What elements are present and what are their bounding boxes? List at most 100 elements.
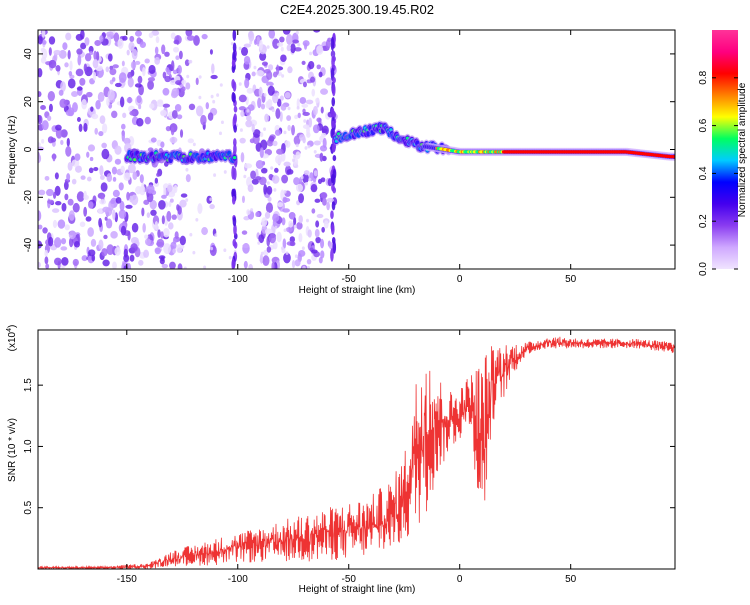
spectral-blob — [294, 114, 299, 120]
spectrogram-heatmap — [38, 30, 675, 269]
spectral-blob — [304, 146, 308, 150]
spectral-blob — [210, 74, 218, 80]
spectral-blob — [263, 127, 267, 131]
colorbar-tick-label: 0.4 — [698, 166, 709, 180]
spectral-blob — [301, 246, 305, 251]
spectral-blob — [298, 215, 303, 224]
spectral-blob — [223, 248, 227, 253]
spectral-blob — [309, 76, 316, 83]
x-tick-label: -150 — [117, 574, 137, 585]
spectral-blob — [65, 109, 74, 117]
spectral-blob — [209, 245, 217, 257]
spectral-blob — [277, 202, 284, 208]
spectral-blob — [312, 124, 320, 134]
spectral-blob — [88, 201, 94, 209]
spectral-blob — [181, 86, 186, 92]
spectral-blob — [177, 263, 183, 269]
spectral-blob — [319, 145, 328, 152]
spectral-blob — [291, 260, 296, 269]
spectral-blob — [111, 166, 118, 175]
spectral-blob — [274, 167, 279, 173]
spectral-blob — [44, 256, 49, 265]
spectral-blob — [318, 256, 323, 264]
y-tick-label: 20 — [23, 96, 34, 108]
spectral-blob — [114, 145, 122, 155]
spectral-blob — [66, 173, 71, 181]
spectral-blob — [127, 71, 133, 80]
spectral-blob — [321, 197, 327, 206]
spectral-blob — [213, 173, 217, 177]
x-tick-label: 0 — [457, 274, 463, 285]
spectral-blob — [286, 115, 292, 122]
spectral-blob — [76, 191, 85, 202]
spectral-blob — [313, 30, 321, 33]
spectral-blob — [99, 165, 104, 176]
spectral-blob — [330, 210, 334, 220]
spectral-blob — [302, 265, 306, 269]
spectral-blob — [146, 184, 155, 194]
spectral-blob — [64, 62, 69, 68]
spectral-blob — [99, 35, 104, 43]
spectral-blob — [282, 30, 291, 35]
spectral-blob — [168, 222, 174, 230]
spectral-blob — [276, 231, 282, 243]
spectral-blob — [129, 254, 135, 262]
spectral-blob — [53, 257, 62, 266]
spectral-blob — [72, 258, 79, 267]
spectral-blob — [102, 259, 110, 267]
y-tick-label: 1.5 — [23, 378, 34, 392]
spectral-blob — [331, 97, 336, 107]
spectral-blob — [233, 138, 237, 147]
spectral-blob — [65, 32, 72, 41]
spectral-blob — [239, 137, 246, 144]
spectral-blob — [67, 49, 71, 60]
spectral-blob — [76, 116, 81, 123]
spectral-blob — [68, 210, 75, 221]
spectral-blob — [67, 78, 76, 89]
spectral-blob — [332, 168, 337, 180]
spectral-blob — [142, 223, 146, 233]
spectral-blob — [268, 30, 276, 39]
spectral-blob — [259, 132, 264, 138]
spectral-blob — [272, 241, 278, 250]
spectral-blob — [99, 115, 106, 124]
spectral-blob — [286, 168, 294, 175]
spectral-blob — [188, 60, 192, 64]
spectral-blob — [270, 166, 274, 170]
spectral-blob — [216, 93, 220, 97]
spectral-blob — [76, 48, 83, 55]
spectral-blob — [157, 229, 161, 238]
spectral-blob — [98, 131, 104, 137]
spectral-blob — [48, 47, 52, 56]
spectral-blob — [80, 175, 86, 180]
spectral-blob — [280, 103, 287, 111]
spectral-blob — [172, 248, 177, 254]
spectral-blob — [38, 35, 43, 45]
spectral-blob — [164, 75, 171, 83]
spectral-blob — [255, 176, 262, 181]
spectral-blob — [169, 136, 178, 144]
spectral-blob — [250, 208, 254, 212]
spectral-blob — [149, 199, 157, 210]
spectral-blob — [265, 228, 273, 235]
spectral-blob — [54, 172, 59, 180]
spectral-blob — [209, 203, 215, 210]
spectral-blob — [147, 77, 156, 82]
spectral-blob — [283, 228, 287, 233]
spectral-blob — [672, 155, 675, 159]
spectral-blob — [176, 204, 180, 211]
spectral-blob — [119, 96, 125, 108]
spectral-blob — [249, 138, 255, 144]
spectral-blob — [143, 249, 150, 258]
spectral-blob — [308, 117, 313, 128]
y-tick-label: -20 — [23, 190, 34, 205]
spectral-blob — [220, 120, 224, 125]
spectral-blob — [315, 236, 321, 244]
spectral-blob — [172, 236, 177, 245]
spectral-blob — [283, 161, 291, 167]
snr-frame — [37, 329, 676, 570]
spectral-blob — [58, 89, 64, 96]
spectral-blob — [38, 142, 41, 147]
spectral-blob — [165, 126, 171, 132]
spectral-blob — [130, 243, 138, 252]
